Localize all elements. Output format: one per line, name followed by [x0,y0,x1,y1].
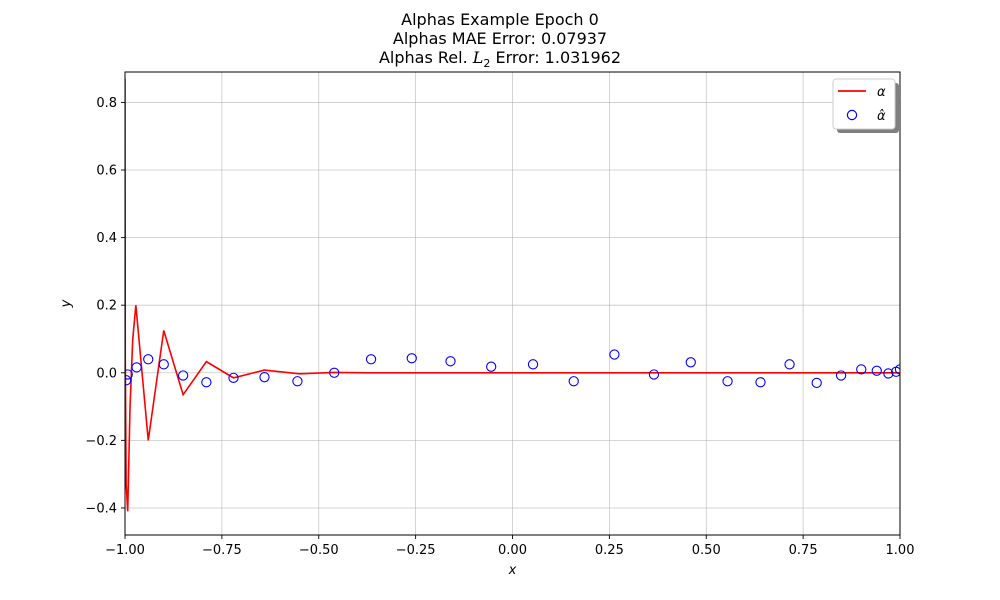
y-tick-label: 0.4 [96,231,117,246]
title-line-3-symbol: L [472,48,484,67]
data-point-alpha-hat [125,375,132,386]
data-point-alpha-hat [722,376,733,387]
data-point-alpha-hat [365,354,377,365]
data-point-alpha-hat [143,354,154,365]
data-point-alpha-hat [894,364,900,375]
x-tick-label: 0.25 [595,543,624,558]
x-axis-label: x [508,563,517,578]
data-point-alpha-hat [329,367,340,378]
data-point-alpha-hat [755,377,766,388]
data-point-alpha-hat [568,376,579,387]
x-tick-label: 0.50 [692,543,721,558]
title-line-3-subscript: 2 [483,57,491,71]
y-tick-label: 0.8 [96,96,117,111]
chart-title: Alphas Example Epoch 0 Alphas MAE Error:… [0,10,1000,73]
data-point-alpha-hat [125,369,133,380]
data-point-alpha-hat [856,364,867,375]
y-tick-label: 0.2 [96,299,117,314]
x-tick-label: −0.75 [202,543,242,558]
data-point-alpha-hat [131,362,142,373]
title-line-3-suffix: Error: 1.031962 [490,48,622,67]
data-point-alpha-hat [871,365,882,376]
x-tick-label: −0.25 [396,543,436,558]
data-point-alpha-hat [784,359,795,370]
data-point-alpha-hat [883,368,894,379]
data-point-alpha-hat [648,369,660,380]
x-tick-label: 0.75 [789,543,818,558]
data-point-alpha-hat [158,359,169,370]
data-point-alpha-hat [445,356,456,367]
data-point-alpha-hat [486,361,497,372]
legend-box [832,78,896,130]
series-line-alpha [125,78,900,512]
x-tick-label: −1.00 [105,543,145,558]
legend-label-alpha-hat: α̂ [877,109,886,124]
x-tick-label: 0.00 [498,543,527,558]
y-tick-label: 0.0 [96,366,117,381]
y-tick-label: 0.6 [96,164,117,179]
series-layer [125,78,900,512]
title-line-3-prefix: Alphas Rel. [378,48,473,67]
data-point-alpha-hat [685,357,696,368]
y-tick-label: −0.2 [85,434,117,449]
x-tick-label: 1.00 [886,543,915,558]
data-point-alpha-hat [811,377,822,389]
data-point-alpha-hat [527,359,539,370]
legend: α α̂ [832,78,899,133]
data-point-alpha-hat [228,372,239,384]
title-line-2: Alphas MAE Error: 0.07937 [392,29,608,48]
data-point-alpha-hat [835,370,847,381]
grid [124,72,901,535]
title-line-1: Alphas Example Epoch 0 [401,10,599,29]
legend-marker-swatch [846,109,858,121]
data-point-alpha-hat [609,349,620,360]
x-tick-label: −0.50 [299,543,339,558]
ticks: −1.00 −0.75 −0.50 −0.25 0.00 0.25 0.50 0.75 1.00… [85,96,914,558]
data-point-alpha-hat [259,372,270,383]
y-tick-label: −0.4 [85,501,117,516]
data-point-alpha-hat [177,370,189,381]
data-point-alpha-hat [292,376,303,387]
data-point-alpha-hat [201,377,212,388]
y-axis-label: y [59,299,74,308]
plot-area [125,78,900,512]
data-point-alpha-hat [406,353,417,364]
legend-label-alpha: α [877,85,886,100]
title-line-3: Alphas Rel. L2 Error: 1.031962 [0,48,1000,73]
